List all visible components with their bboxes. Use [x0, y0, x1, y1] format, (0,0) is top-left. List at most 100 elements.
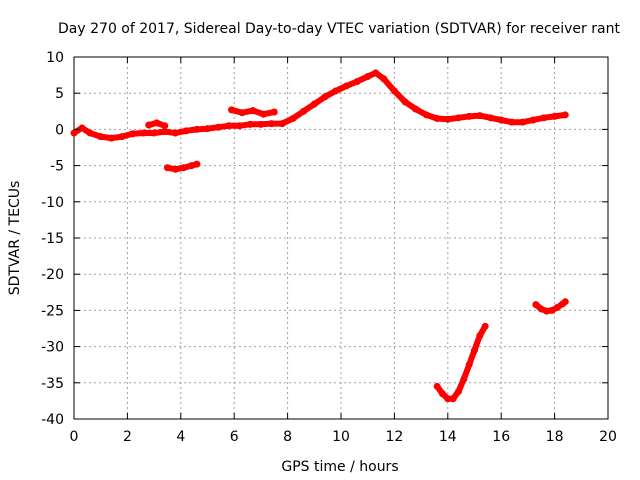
x-tick-label: 14 — [439, 429, 457, 445]
x-tick-label: 0 — [70, 429, 79, 445]
data-point — [449, 395, 457, 403]
data-point — [548, 306, 556, 314]
data-point — [236, 122, 244, 130]
y-tick-label: -5 — [50, 159, 64, 175]
x-tick-label: 8 — [283, 429, 292, 445]
data-point — [150, 129, 158, 137]
data-point — [372, 69, 380, 77]
data-point — [519, 118, 527, 126]
data-point — [246, 120, 254, 128]
data-point — [163, 164, 171, 172]
data-point — [179, 164, 187, 172]
data-point — [537, 305, 545, 313]
x-axis-label: GPS time / hours — [281, 459, 398, 475]
data-point — [561, 298, 569, 306]
grid-lines — [74, 57, 608, 419]
data-point — [444, 395, 452, 403]
data-point — [225, 122, 233, 130]
data-point — [139, 129, 147, 137]
x-tick-label: 18 — [546, 429, 564, 445]
axis-ticks: 0 2 4 6 8 10 12 14 16 18 20 10 5 0 -5 -10 -15 -20 -25 -30 -3… — [41, 50, 617, 445]
data-point — [497, 116, 505, 124]
x-tick-label: 6 — [230, 429, 239, 445]
y-tick-label: -40 — [41, 412, 64, 428]
data-point — [438, 390, 446, 398]
series-line — [434, 323, 489, 402]
y-tick-label: -15 — [41, 231, 64, 247]
data-point — [182, 127, 190, 135]
data-point — [460, 375, 468, 383]
x-tick-label: 16 — [492, 429, 510, 445]
y-tick-label: 10 — [46, 50, 64, 66]
data-point — [289, 115, 297, 123]
data-point — [70, 129, 78, 137]
series-3 — [163, 160, 201, 173]
data-point — [471, 346, 478, 354]
data-point — [332, 87, 340, 95]
y-tick-label: -10 — [41, 195, 64, 211]
data-point — [153, 119, 161, 127]
data-point — [278, 120, 286, 128]
data-point — [401, 98, 409, 106]
data-point — [433, 382, 441, 390]
data-point — [487, 114, 495, 122]
x-tick-label: 4 — [176, 429, 185, 445]
data-point — [193, 125, 201, 133]
data-point — [161, 128, 169, 136]
data-point — [422, 111, 430, 119]
data-point — [193, 160, 201, 168]
series-4 — [433, 322, 489, 403]
data-point — [543, 307, 551, 315]
series-1 — [228, 106, 278, 118]
data-point — [86, 129, 94, 137]
y-tick-label: -20 — [41, 267, 64, 283]
data-point — [270, 108, 278, 116]
y-tick-label: 0 — [55, 122, 64, 138]
data-point — [238, 109, 246, 117]
data-point — [145, 121, 153, 129]
data-point — [321, 93, 329, 101]
series-2 — [145, 119, 169, 130]
data-point — [532, 301, 540, 309]
data-point — [433, 115, 441, 123]
data-point — [364, 73, 372, 81]
data-point — [249, 107, 257, 115]
data-point — [476, 332, 484, 340]
data-point — [171, 129, 179, 137]
data-point — [171, 165, 179, 173]
data-point — [390, 87, 398, 95]
data-point — [187, 162, 195, 170]
data-series — [70, 69, 569, 403]
data-point — [481, 322, 489, 330]
data-point — [476, 112, 484, 120]
data-point — [97, 133, 105, 141]
data-point — [465, 361, 473, 369]
chart-title: Day 270 of 2017, Sidereal Day-to-day VTE… — [58, 21, 620, 37]
data-point — [465, 112, 473, 120]
data-point — [228, 106, 236, 114]
data-point — [553, 304, 561, 312]
y-tick-label: -25 — [41, 303, 64, 319]
data-point — [107, 134, 115, 142]
x-tick-label: 10 — [332, 429, 350, 445]
x-tick-label: 2 — [123, 429, 132, 445]
data-point — [380, 75, 388, 83]
series-5 — [532, 298, 569, 315]
data-point — [412, 105, 420, 113]
data-point — [204, 125, 211, 133]
data-point — [540, 114, 548, 122]
data-point — [561, 111, 569, 119]
data-point — [310, 100, 318, 108]
y-axis-label: SDTVAR / TECUs — [7, 181, 23, 296]
data-point — [78, 124, 86, 132]
data-point — [454, 114, 462, 122]
data-point — [342, 82, 350, 90]
data-point — [260, 110, 268, 118]
y-tick-label: -35 — [41, 376, 64, 392]
y-tick-label: 5 — [55, 86, 64, 102]
x-tick-label: 20 — [599, 429, 617, 445]
data-point — [300, 107, 308, 115]
series-0 — [70, 69, 569, 142]
y-tick-label: -30 — [41, 340, 64, 356]
